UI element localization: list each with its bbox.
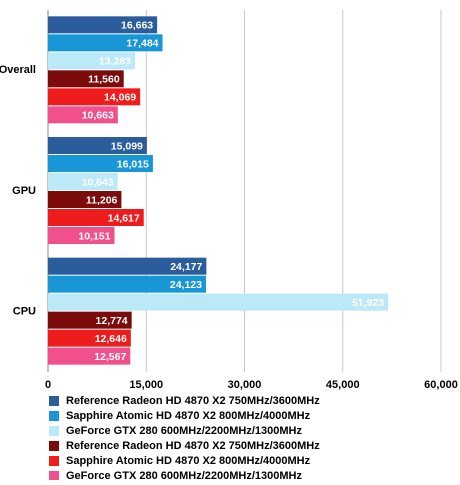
legend-label: GeForce GTX 280 600MHz/2200MHz/1300MHz <box>66 470 302 480</box>
legend-swatch <box>49 441 59 451</box>
x-tick-label: 45,000 <box>326 379 360 391</box>
legend-swatch <box>49 426 59 436</box>
x-tick-label: 0 <box>45 379 51 391</box>
data-label: 51,923 <box>352 297 384 309</box>
bar <box>48 257 207 275</box>
category-label: Overall <box>0 64 36 76</box>
bar <box>48 275 207 293</box>
legend-label: Reference Radeon HD 4870 X2 750MHz/3600M… <box>66 440 320 452</box>
data-label: 12,774 <box>96 315 128 327</box>
data-label: 11,560 <box>88 74 120 86</box>
data-label: 12,646 <box>95 333 127 345</box>
data-label: 15,099 <box>111 140 143 152</box>
bar <box>48 347 131 365</box>
data-label: 16,015 <box>117 158 149 170</box>
bar <box>48 52 136 70</box>
data-label: 24,123 <box>170 279 202 291</box>
bar <box>48 16 158 34</box>
bar <box>48 311 132 329</box>
x-tick-label: 15,000 <box>129 379 163 391</box>
bar <box>48 173 118 190</box>
legend-label: Sapphire Atomic HD 4870 X2 800MHz/4000MH… <box>66 455 311 467</box>
bar <box>48 191 122 208</box>
data-label: 24,177 <box>170 261 202 273</box>
legend-label: GeForce GTX 280 600MHz/2200MHz/1300MHz <box>66 425 302 437</box>
data-label: 12,567 <box>94 351 126 363</box>
bar <box>48 88 141 106</box>
category-label: GPU <box>12 185 36 197</box>
x-tick-label: 30,000 <box>228 379 262 391</box>
category-label: CPU <box>13 306 36 318</box>
bar <box>48 34 163 52</box>
bar <box>48 137 147 154</box>
bar <box>48 70 124 88</box>
bar <box>48 227 115 244</box>
legend-swatch <box>49 396 59 406</box>
bar <box>48 155 153 172</box>
data-label: 10,663 <box>82 110 114 122</box>
bar <box>48 329 131 347</box>
bar <box>48 209 144 226</box>
legend-label: Sapphire Atomic HD 4870 X2 800MHz/4000MH… <box>66 410 311 422</box>
data-label: 10,643 <box>82 176 114 188</box>
legend-swatch <box>49 411 59 421</box>
data-label: 16,663 <box>121 20 153 32</box>
data-label: 13,283 <box>99 56 131 68</box>
legend-swatch <box>49 471 59 481</box>
data-label: 14,069 <box>104 92 136 104</box>
legend-label: Reference Radeon HD 4870 X2 750MHz/3600M… <box>66 395 320 407</box>
bar <box>48 106 118 124</box>
x-tick-label: 60,000 <box>424 379 458 391</box>
data-label: 11,206 <box>86 194 118 206</box>
data-label: 17,484 <box>126 38 158 50</box>
data-label: 10,151 <box>78 230 110 242</box>
bar <box>48 293 389 311</box>
data-label: 14,617 <box>108 212 140 224</box>
legend-swatch <box>49 456 59 466</box>
